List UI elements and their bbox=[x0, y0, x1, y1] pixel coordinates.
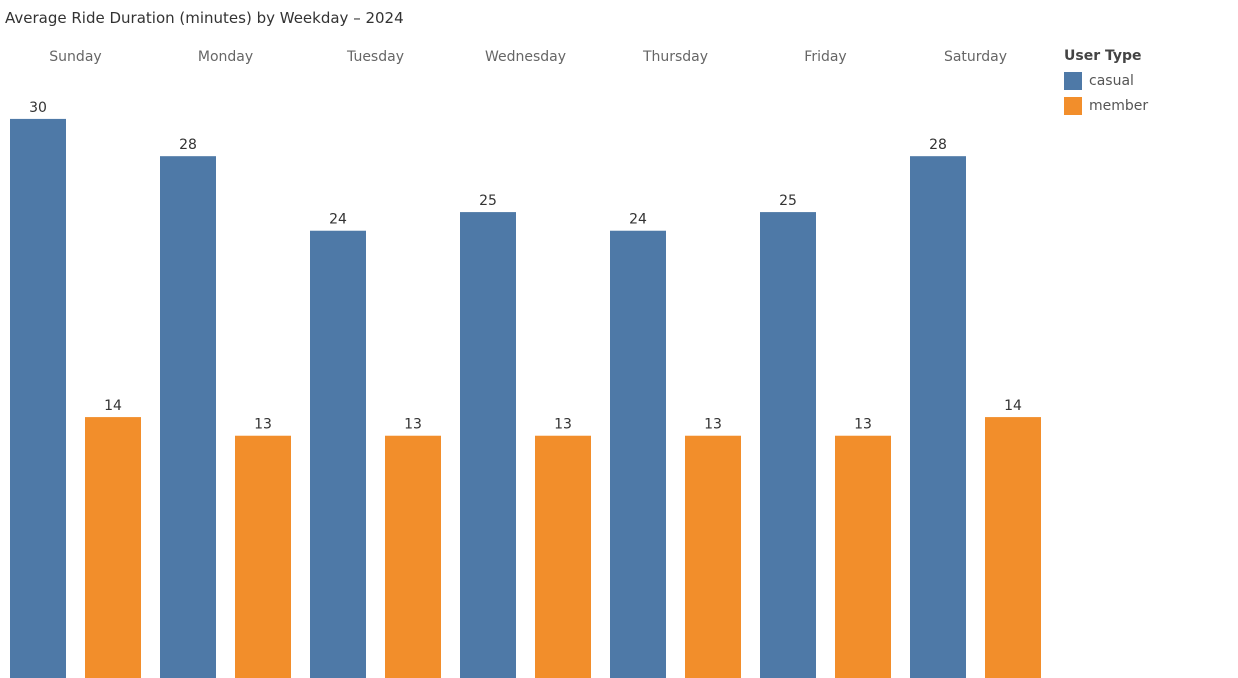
bar-member-friday[interactable] bbox=[835, 435, 891, 678]
bar-casual-tuesday[interactable] bbox=[310, 230, 366, 678]
data-label-member-sunday: 14 bbox=[104, 398, 122, 414]
bar-member-monday[interactable] bbox=[235, 435, 291, 678]
legend: User Type casual member bbox=[1064, 48, 1148, 118]
chart-title: Average Ride Duration (minutes) by Weekd… bbox=[5, 9, 404, 27]
data-label-member-friday: 13 bbox=[854, 417, 872, 433]
bar-casual-saturday[interactable] bbox=[910, 156, 966, 678]
data-label-member-wednesday: 13 bbox=[554, 417, 572, 433]
legend-swatch-casual bbox=[1064, 71, 1082, 90]
legend-swatch-member bbox=[1064, 96, 1082, 115]
category-label-wednesday: Wednesday bbox=[485, 49, 566, 65]
category-label-friday: Friday bbox=[804, 49, 846, 65]
bar-member-wednesday[interactable] bbox=[535, 435, 591, 678]
data-label-casual-wednesday: 25 bbox=[479, 193, 497, 209]
data-label-casual-friday: 25 bbox=[779, 193, 797, 209]
data-label-member-saturday: 14 bbox=[1004, 398, 1022, 414]
bar-casual-friday[interactable] bbox=[760, 212, 816, 678]
legend-label-member: member bbox=[1089, 97, 1149, 114]
legend-title: User Type bbox=[1064, 48, 1142, 64]
data-label-casual-sunday: 30 bbox=[29, 100, 47, 116]
bar-chart: Sunday 30 14 Monday 28 13 Tuesday 24 13 Wednesday… bbox=[10, 49, 1041, 678]
legend-item-casual[interactable]: casual bbox=[1064, 68, 1148, 93]
category-label-monday: Monday bbox=[198, 49, 253, 65]
bar-member-sunday[interactable] bbox=[85, 417, 141, 678]
data-label-member-thursday: 13 bbox=[704, 417, 722, 433]
data-label-casual-thursday: 24 bbox=[629, 212, 647, 228]
bar-member-tuesday[interactable] bbox=[385, 435, 441, 678]
data-label-casual-tuesday: 24 bbox=[329, 212, 347, 228]
legend-item-member[interactable]: member bbox=[1064, 93, 1148, 118]
bar-member-thursday[interactable] bbox=[685, 435, 741, 678]
bar-casual-monday[interactable] bbox=[160, 156, 216, 678]
category-label-saturday: Saturday bbox=[944, 49, 1007, 65]
category-label-tuesday: Tuesday bbox=[346, 49, 404, 65]
category-label-sunday: Sunday bbox=[49, 49, 101, 65]
data-label-casual-monday: 28 bbox=[179, 137, 197, 153]
bar-casual-wednesday[interactable] bbox=[460, 212, 516, 678]
data-label-member-tuesday: 13 bbox=[404, 417, 422, 433]
legend-label-casual: casual bbox=[1089, 72, 1134, 89]
bar-casual-sunday[interactable] bbox=[10, 118, 66, 678]
bar-casual-thursday[interactable] bbox=[610, 230, 666, 678]
category-label-thursday: Thursday bbox=[642, 49, 708, 65]
data-label-member-monday: 13 bbox=[254, 417, 272, 433]
bar-member-saturday[interactable] bbox=[985, 417, 1041, 678]
data-label-casual-saturday: 28 bbox=[929, 137, 947, 153]
